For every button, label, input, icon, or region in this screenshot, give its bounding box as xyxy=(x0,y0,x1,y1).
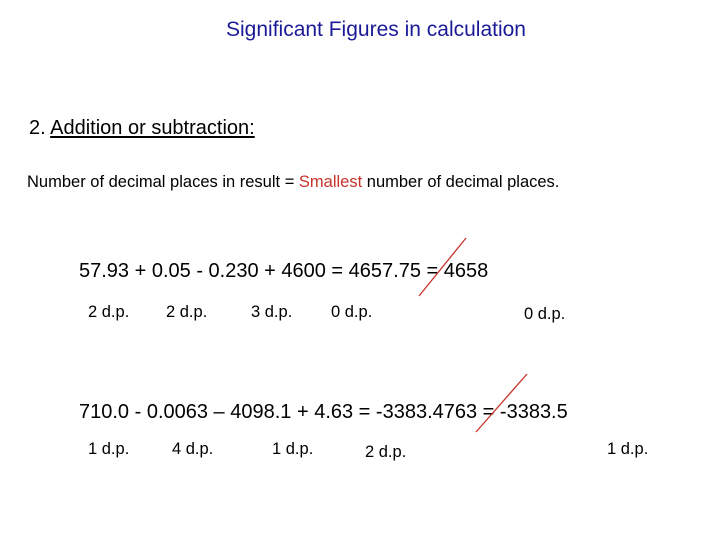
example1-label: 2 d.p. xyxy=(166,303,208,321)
section-heading: 2. Addition or subtraction: xyxy=(29,117,255,140)
page-title: Significant Figures in calculation xyxy=(226,18,526,41)
rule-text-after: number of decimal places. xyxy=(362,173,560,191)
example1-label: 3 d.p. xyxy=(251,303,293,321)
example1-label: 0 d.p. xyxy=(524,305,566,323)
example2-label: 4 d.p. xyxy=(172,440,214,458)
rule-highlight: Smallest xyxy=(298,173,363,191)
rule-text: Number of decimal places in result = Sma… xyxy=(27,173,559,192)
example2-label: 1 d.p. xyxy=(88,440,130,458)
example1-equation: 57.93 + 0.05 - 0.230 + 4600 = 4657.75 = … xyxy=(79,260,489,282)
example1-label: 0 d.p. xyxy=(331,303,373,321)
section-label: Addition or subtraction: xyxy=(50,117,255,139)
example2-equation: 710.0 - 0.0063 – 4098.1 + 4.63 = -3383.4… xyxy=(79,401,568,423)
example2-label: 1 d.p. xyxy=(607,440,649,458)
section-number: 2. xyxy=(29,117,46,139)
example2-label: 1 d.p. xyxy=(272,440,314,458)
example1-label: 2 d.p. xyxy=(88,303,130,321)
example2-label: 2 d.p. xyxy=(365,443,407,461)
rule-text-before: Number of decimal places in result = xyxy=(27,173,299,191)
